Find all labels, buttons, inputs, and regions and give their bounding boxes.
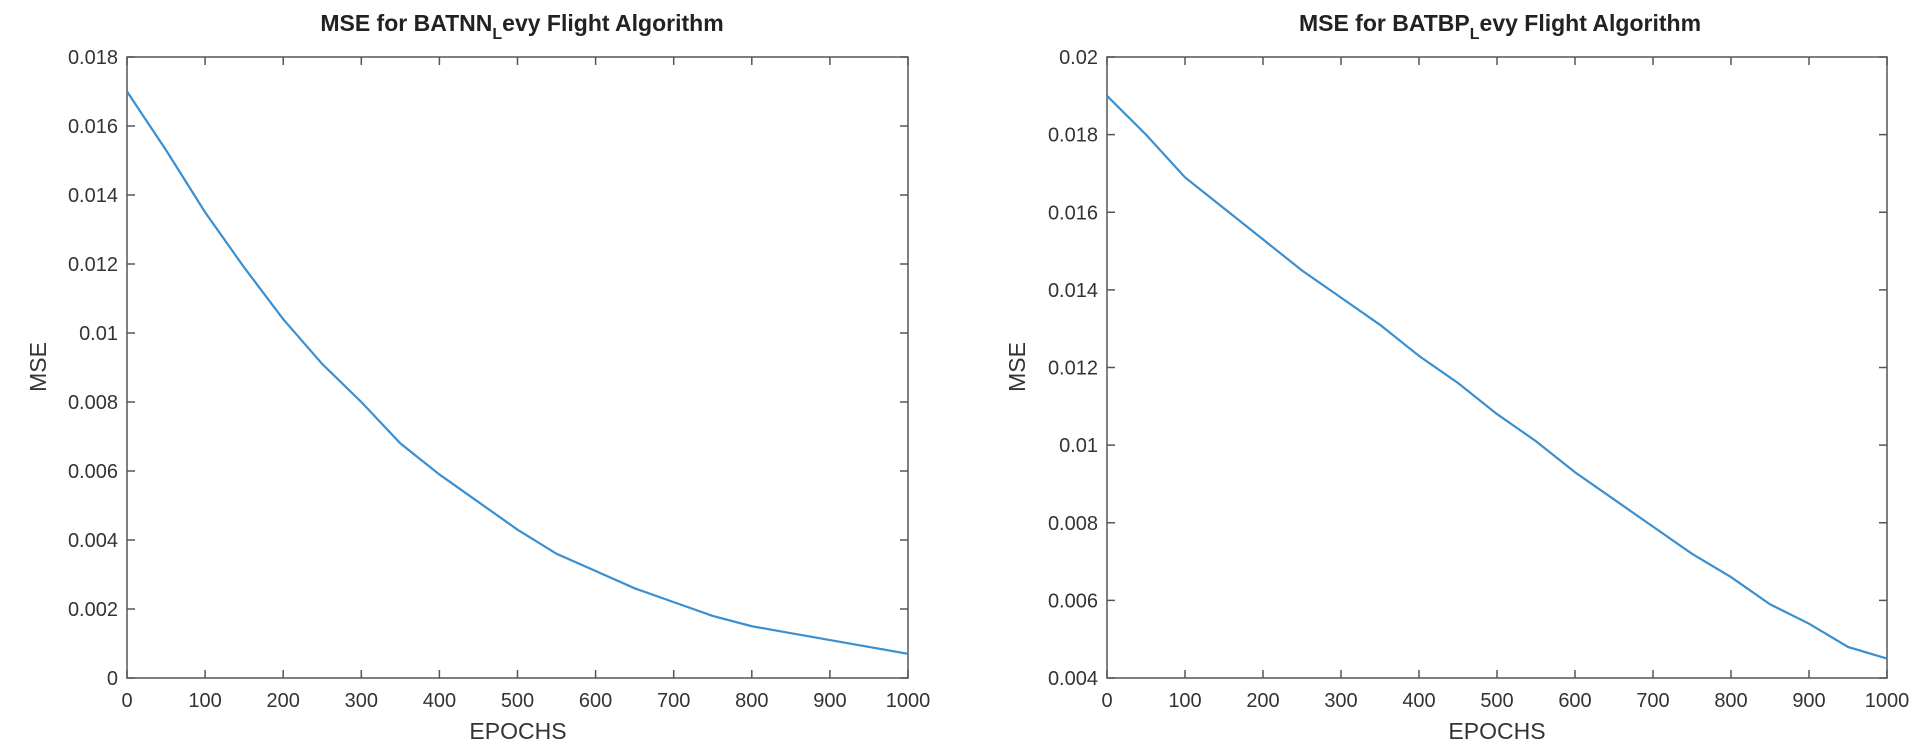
x-tick-label: 700 — [1636, 690, 1669, 712]
y-tick-label: 0.016 — [68, 116, 118, 138]
x-tick-label: 700 — [657, 690, 690, 712]
y-tick-label: 0.016 — [1048, 202, 1098, 224]
y-tick-label: 0.004 — [68, 530, 118, 552]
y-tick-label: 0.018 — [68, 47, 118, 69]
tick-marks — [126, 56, 909, 679]
x-tick-label: 900 — [813, 690, 846, 712]
y-tick-label: 0.01 — [79, 323, 118, 345]
y-tick-labels: 0.004 0.006 0.008 0.01 0.012 0.014 0.016 0.018 0… — [1048, 47, 1098, 690]
y-tick-label: 0.006 — [1048, 590, 1098, 612]
x-tick-label: 0 — [121, 690, 132, 712]
chart-batnn: MSE for BATNNLevy Flight Algorithm 0 100 2… — [25, 10, 930, 744]
x-tick-label: 500 — [1480, 690, 1513, 712]
x-tick-label: 300 — [345, 690, 378, 712]
x-tick-label: 800 — [735, 690, 768, 712]
y-tick-label: 0.02 — [1059, 47, 1098, 69]
x-tick-label: 0 — [1101, 690, 1112, 712]
x-tick-label: 200 — [1246, 690, 1279, 712]
x-tick-label: 600 — [579, 690, 612, 712]
y-tick-label: 0 — [107, 668, 118, 690]
x-tick-label: 300 — [1324, 690, 1357, 712]
y-tick-label: 0.004 — [1048, 668, 1098, 690]
x-tick-label: 600 — [1558, 690, 1591, 712]
x-tick-label: 1000 — [1865, 690, 1910, 712]
y-tick-labels: 0 0.002 0.004 0.006 0.008 0.01 0.012 0.014 0.016… — [68, 47, 118, 690]
x-tick-label: 100 — [1168, 690, 1201, 712]
x-tick-labels: 0 100 200 300 400 500 600 700 800 900 1000 — [1101, 690, 1909, 712]
y-axis-label: MSE — [1004, 342, 1030, 392]
y-tick-label: 0.008 — [68, 392, 118, 414]
plot-area — [126, 56, 909, 679]
x-tick-label: 200 — [267, 690, 300, 712]
tick-marks — [1106, 56, 1888, 679]
y-tick-label: 0.014 — [1048, 280, 1098, 302]
y-tick-label: 0.012 — [68, 254, 118, 276]
plot-area — [1106, 56, 1888, 679]
chart-title: MSE for BATBPLevy Flight Algorithm — [1299, 10, 1701, 43]
x-tick-label: 400 — [1402, 690, 1435, 712]
y-tick-label: 0.002 — [68, 599, 118, 621]
y-tick-label: 0.012 — [1048, 358, 1098, 380]
y-tick-label: 0.014 — [68, 185, 118, 207]
chart-batbp: MSE for BATBPLevy Flight Algorithm 0 100 2… — [1004, 10, 1909, 744]
mse-series-line — [126, 90, 909, 655]
x-tick-label: 400 — [423, 690, 456, 712]
mse-series-line — [1106, 95, 1888, 660]
x-axis-label: EPOCHS — [469, 718, 566, 744]
x-tick-label: 900 — [1792, 690, 1825, 712]
y-tick-label: 0.006 — [68, 461, 118, 483]
y-tick-label: 0.008 — [1048, 513, 1098, 535]
y-tick-label: 0.018 — [1048, 125, 1098, 147]
x-tick-label: 100 — [188, 690, 221, 712]
y-axis-label: MSE — [25, 342, 51, 392]
y-tick-label: 0.01 — [1059, 435, 1098, 457]
chart-title: MSE for BATNNLevy Flight Algorithm — [320, 10, 723, 43]
x-tick-label: 800 — [1714, 690, 1747, 712]
x-tick-label: 500 — [501, 690, 534, 712]
x-tick-labels: 0 100 200 300 400 500 600 700 800 900 1000 — [121, 690, 930, 712]
x-axis-label: EPOCHS — [1448, 718, 1545, 744]
x-tick-label: 1000 — [886, 690, 931, 712]
